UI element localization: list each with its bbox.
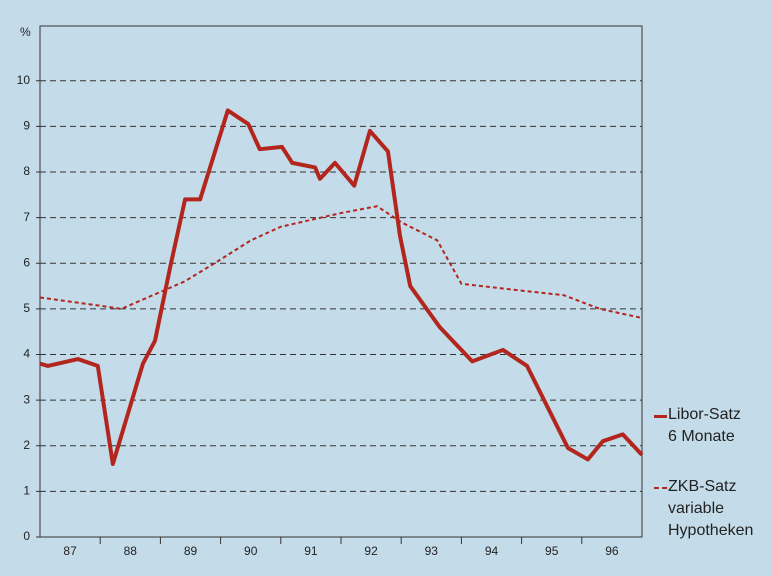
y-tick-label: 10 (17, 73, 31, 87)
y-tick-label: 0 (23, 529, 30, 543)
line-series (39, 108, 644, 466)
y-unit-label: % (20, 25, 31, 39)
x-tick-label: 88 (124, 544, 138, 558)
y-tick-label: 1 (23, 484, 30, 498)
line-series (39, 205, 643, 319)
x-tick-label: 90 (244, 544, 258, 558)
x-tick-label: 94 (485, 544, 499, 558)
legend-swatch (654, 487, 667, 489)
y-tick-label: 2 (23, 438, 30, 452)
y-tick-label: 9 (23, 119, 30, 133)
plot-frame (39, 25, 643, 538)
x-tick-label: 95 (545, 544, 559, 558)
y-tick-label: 7 (23, 210, 30, 224)
x-tick-label: 87 (63, 544, 77, 558)
legend-entry: ZKB-Satz variable Hypotheken (668, 478, 754, 539)
y-tick-label: 3 (23, 392, 30, 406)
legend-entry: Libor-Satz 6 Monate (668, 406, 741, 445)
legend-swatch (654, 415, 667, 418)
x-tick-label: 96 (605, 544, 619, 558)
x-tick-label: 93 (425, 544, 439, 558)
y-tick-label: 6 (23, 255, 30, 269)
x-tick-label: 91 (304, 544, 318, 558)
x-tick-label: 89 (184, 544, 198, 558)
y-tick-label: 4 (23, 347, 30, 361)
y-tick-label: 5 (23, 301, 30, 315)
x-tick-label: 92 (364, 544, 378, 558)
y-tick-label: 8 (23, 164, 30, 178)
